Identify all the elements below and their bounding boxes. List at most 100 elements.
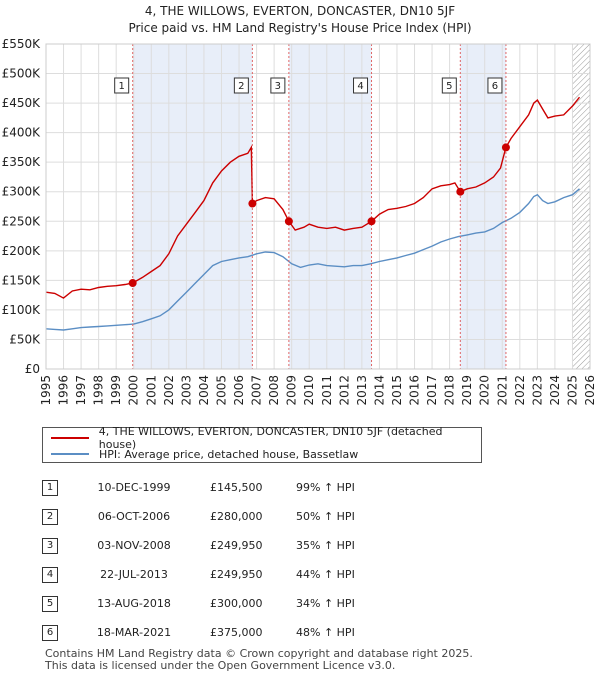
x-tick-label: 2010 [302,375,316,406]
sale-marker-label: 5 [446,81,452,92]
x-tick-label: 2014 [372,375,386,406]
sale-number: 5 [42,596,58,612]
sale-hpi-delta: 48% ↑ HPI [296,626,355,639]
sale-hpi-delta: 99% ↑ HPI [296,481,355,494]
x-tick-label: 2005 [214,375,228,406]
sale-price: £145,500 [210,481,263,494]
y-tick-label: £150K [2,273,42,287]
footer-attribution: Contains HM Land Registry data © Crown c… [45,648,473,672]
sale-point [367,217,376,226]
x-tick-label: 2013 [355,375,369,406]
y-tick-label: £350K [2,155,42,169]
sale-marker-label: 1 [119,81,125,92]
sale-marker-label: 4 [357,81,363,92]
plot-frame [45,43,591,370]
sale-marker-box [487,77,503,94]
x-tick-label: 1998 [92,375,106,406]
table-row: 4 22-JUL-2013 £249,950 44% ↑ HPI [42,562,462,591]
sale-marker-box [233,77,249,94]
hpi-line [45,188,580,331]
sale-hpi-delta: 44% ↑ HPI [296,568,355,581]
x-tick-label: 2018 [443,375,457,406]
property-price-line [45,96,581,299]
series-lines [45,96,581,331]
sale-date: 18-MAR-2021 [96,626,172,639]
forecast-hatch [572,44,590,369]
x-tick-label: 2025 [565,375,579,406]
y-tick-label: £400K [2,126,42,140]
sale-date: 22-JUL-2013 [100,568,168,581]
sale-point [501,143,510,152]
x-tick-label: 2007 [250,375,264,406]
sale-number: 3 [42,538,58,554]
x-tick-label: 2020 [478,375,492,406]
sale-price: £375,000 [210,626,263,639]
y-tick-label: £0 [25,362,40,376]
y-tick-label: £500K [2,67,42,81]
x-tick-label: 2006 [232,375,246,406]
legend-swatch-property [51,437,89,439]
x-tick-label: 1995 [39,375,53,406]
price-chart: 4, THE WILLOWS, EVERTON, DONCASTER, DN10… [2,4,597,406]
legend-item-property: 4, THE WILLOWS, EVERTON, DONCASTER, DN10… [51,425,481,451]
footer-line-copyright: Contains HM Land Registry data © Crown c… [45,647,473,660]
x-tick-label: 2003 [179,375,193,406]
y-tick-label: £300K [2,185,42,199]
sale-date: 06-OCT-2006 [97,510,171,523]
x-tick-label: 2011 [320,375,334,406]
x-tick-label: 1996 [57,375,71,406]
x-tick-label: 2021 [495,375,509,406]
x-tick-label: 2009 [285,375,299,406]
x-tick-label: 2000 [127,375,141,406]
sale-date: 13-AUG-2018 [97,597,171,610]
sale-number: 4 [42,567,58,583]
legend-item-hpi: HPI: Average price, detached house, Bass… [51,446,358,462]
legend-swatch-hpi [51,453,89,455]
shaded-period [288,44,372,369]
sale-price: £249,950 [210,539,263,552]
sale-number: 1 [42,480,58,496]
x-tick-label: 2024 [548,375,562,406]
x-tick-label: 2019 [460,375,474,406]
y-tick-label: £550K [2,37,42,51]
x-tick-label: 2004 [197,375,211,406]
x-tick-label: 2008 [267,375,281,406]
chart-subtitle: Price paid vs. HM Land Registry's House … [128,21,471,35]
legend-label-property: 4, THE WILLOWS, EVERTON, DONCASTER, DN10… [98,425,443,451]
table-row: 3 03-NOV-2008 £249,950 35% ↑ HPI [42,533,462,562]
table-row: 6 18-MAR-2021 £375,000 48% ↑ HPI [42,620,462,649]
sale-marker-box [353,77,369,94]
shaded-period [132,44,253,369]
sale-hpi-delta: 34% ↑ HPI [296,597,355,610]
sale-marker-box [114,77,130,94]
x-tick-label: 2015 [390,375,404,406]
x-tick-label: 2026 [583,375,597,406]
x-axis: 1995 1996 1997 1998 1999 2000 2001 2002 2003 2004… [39,375,597,406]
sale-marker-label: 6 [492,81,498,92]
sale-number: 6 [42,625,58,641]
legend: 4, THE WILLOWS, EVERTON, DONCASTER, DN10… [42,425,482,463]
y-tick-label: £250K [2,214,42,228]
y-tick-label: £50K [9,332,41,346]
sale-marker-label: 2 [238,81,244,92]
sale-point [284,217,293,226]
table-row: 1 10-DEC-1999 £145,500 99% ↑ HPI [42,475,462,504]
sale-price: £280,000 [210,510,263,523]
chart-title: 4, THE WILLOWS, EVERTON, DONCASTER, DN10… [145,4,455,18]
sale-point [456,187,465,196]
sale-number: 2 [42,509,58,525]
x-tick-label: 2001 [144,375,158,406]
sale-markers: 1 2 3 4 5 6 [114,44,510,369]
sale-period-shading [132,44,590,369]
sale-marker-label: 3 [275,81,281,92]
sale-point [248,199,257,208]
table-row: 5 13-AUG-2018 £300,000 34% ↑ HPI [42,591,462,620]
x-tick-label: 2022 [513,375,527,406]
y-tick-label: £100K [2,303,42,317]
sales-table: 1 10-DEC-1999 £145,500 99% ↑ HPI 2 06-OC… [42,475,462,649]
sale-price: £300,000 [210,597,263,610]
sale-hpi-delta: 35% ↑ HPI [296,539,355,552]
x-tick-label: 2023 [530,375,544,406]
sale-marker-box [270,77,286,94]
legend-label-hpi: HPI: Average price, detached house, Bass… [99,447,359,461]
